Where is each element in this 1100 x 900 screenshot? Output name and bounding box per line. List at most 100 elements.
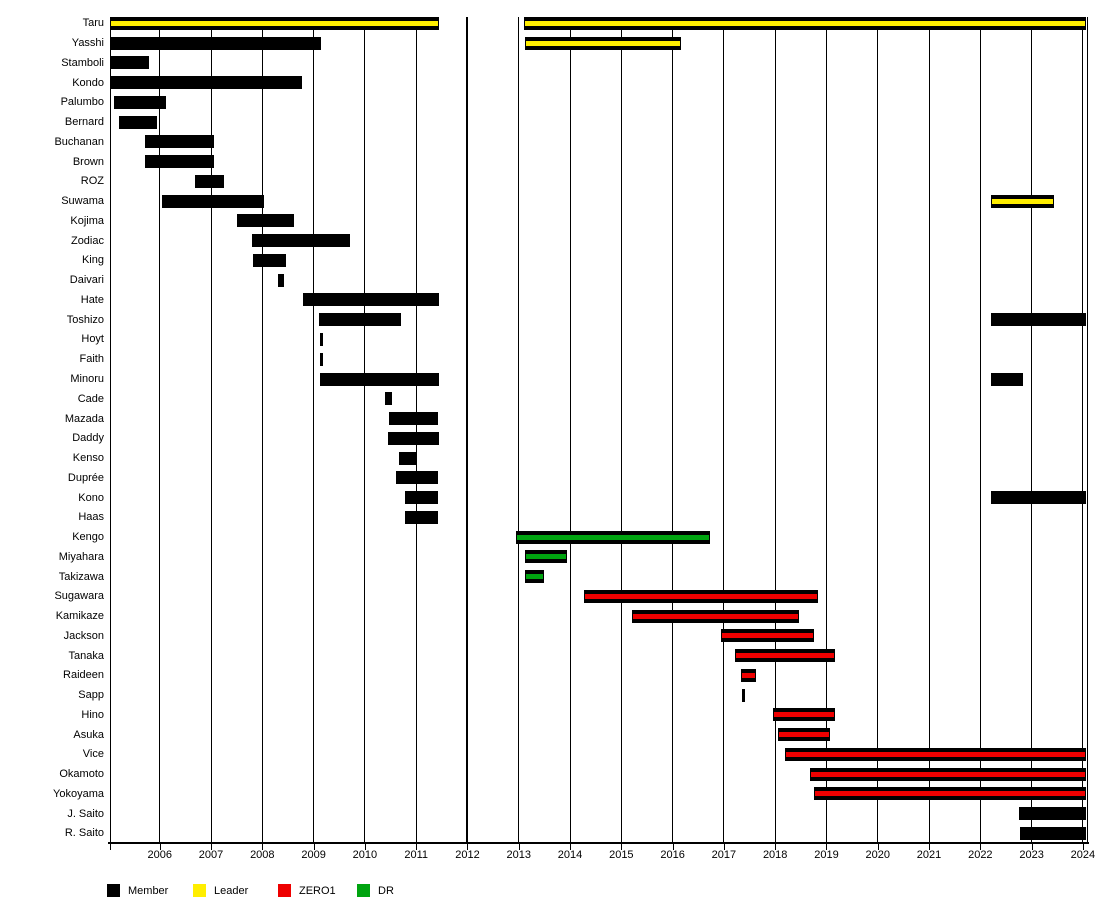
x-axis-tick (1031, 844, 1033, 850)
timeline-bar-zero1 (785, 747, 1086, 761)
timeline-bar-leader (990, 194, 1054, 208)
x-axis-tick-label: 2016 (660, 849, 685, 861)
row-label: Daivari (69, 274, 104, 287)
timeline-bar-member (194, 174, 225, 188)
x-axis-tick (570, 844, 572, 850)
bar-stripe (722, 633, 814, 639)
timeline-bar-member (319, 372, 439, 386)
year-gridline (261, 17, 263, 843)
bar-stripe (526, 554, 567, 560)
x-axis-tick (621, 844, 623, 850)
row-label: Bernard (64, 116, 104, 129)
timeline-bar-zero1 (721, 629, 815, 643)
row-label: Haas (78, 511, 104, 524)
bar-stripe (786, 751, 1085, 757)
year-gridline (774, 17, 776, 843)
bar-stripe (524, 20, 1085, 26)
timeline-bar-leader (110, 16, 440, 30)
timeline-bar-member (110, 56, 150, 70)
timeline-bar-member (110, 36, 322, 50)
plot-right-spine (1086, 17, 1088, 843)
plot-left-spine (110, 17, 111, 843)
x-axis-tick (110, 844, 111, 850)
row-label: Duprée (67, 471, 104, 484)
bar-stripe (585, 593, 818, 599)
row-label: Asuka (73, 728, 104, 741)
x-axis-tick-label: 2024 (1070, 849, 1096, 861)
x-axis-tick-label: 2021 (916, 849, 942, 861)
row-label: Palumbo (60, 96, 104, 109)
timeline-bar-leader (524, 36, 682, 50)
timeline-bar-member (252, 234, 351, 248)
year-gridline (313, 17, 315, 843)
timeline-bar-member (320, 332, 323, 346)
legend-swatch-member (107, 884, 120, 898)
x-axis-tick (467, 844, 469, 850)
x-axis-tick-label: 2015 (609, 849, 634, 861)
bar-stripe (815, 791, 1085, 797)
x-axis-tick-label: 2010 (352, 849, 378, 861)
x-axis-tick-label: 2013 (506, 849, 531, 861)
row-label: Vice (82, 748, 104, 761)
bar-stripe (526, 574, 544, 580)
timeline-bar-member (384, 392, 393, 406)
row-label: Miyahara (58, 550, 104, 563)
row-label: Hate (80, 293, 104, 306)
timeline-bar-dr (516, 530, 711, 544)
year-gridline (877, 17, 879, 843)
legend-item-member: Member (107, 882, 168, 898)
x-axis-tick (980, 844, 982, 850)
row-label: Yokoyama (53, 787, 104, 800)
timeline-bar-dr (525, 550, 568, 564)
timeline-bar-zero1 (777, 728, 831, 742)
x-axis-tick (211, 844, 213, 850)
x-axis-tick (364, 844, 366, 850)
year-gridline (1031, 17, 1033, 843)
year-gridline (569, 17, 571, 843)
row-label: Okamoto (59, 768, 104, 781)
row-label: Kenso (72, 452, 104, 465)
timeline-bar-member (278, 273, 284, 287)
x-axis-tick (159, 844, 161, 850)
row-label: Tanaka (68, 649, 104, 662)
bar-stripe (778, 732, 830, 738)
year-gridline (672, 17, 674, 843)
row-label: Brown (72, 155, 104, 168)
year-gridline (364, 17, 366, 843)
legend-label: Leader (214, 884, 249, 897)
row-label: Daddy (72, 432, 104, 445)
timeline-bar-member (1020, 826, 1086, 840)
x-axis-tick (313, 844, 315, 850)
row-label: Minoru (70, 373, 104, 385)
row-label: Cade (77, 392, 104, 405)
timeline-bar-leader (523, 16, 1086, 30)
row-label: Mazada (64, 412, 104, 425)
row-label: King (81, 254, 104, 267)
timeline-bar-member (389, 412, 439, 426)
timeline-bar-member (398, 451, 417, 465)
timeline-bar-member (387, 431, 439, 445)
row-label: Zodiac (70, 234, 104, 247)
row-label: Kengo (72, 531, 104, 544)
timeline-bar-member (405, 491, 438, 505)
bar-stripe (111, 20, 439, 26)
bar-stripe (632, 613, 798, 619)
row-label: Hino (81, 708, 104, 721)
year-gridline (1082, 17, 1084, 843)
year-gridline (620, 17, 622, 843)
year-gridline (825, 17, 827, 843)
row-label: Kondo (72, 76, 104, 89)
timeline-bar-member (405, 510, 439, 524)
row-label: ROZ (80, 175, 104, 188)
bar-stripe (525, 40, 681, 46)
timeline-bar-member (320, 352, 323, 366)
x-axis-tick (1082, 844, 1084, 850)
row-label: Stamboli (61, 56, 104, 69)
x-axis-tick-label: 2023 (1019, 849, 1044, 861)
timeline-bar-member (113, 95, 167, 109)
bar-stripe (736, 653, 834, 659)
row-label: Kono (78, 491, 104, 504)
timeline-bar-zero1 (631, 609, 799, 623)
x-axis-tick-label: 2022 (968, 849, 993, 861)
legend-label: DR (378, 884, 394, 897)
